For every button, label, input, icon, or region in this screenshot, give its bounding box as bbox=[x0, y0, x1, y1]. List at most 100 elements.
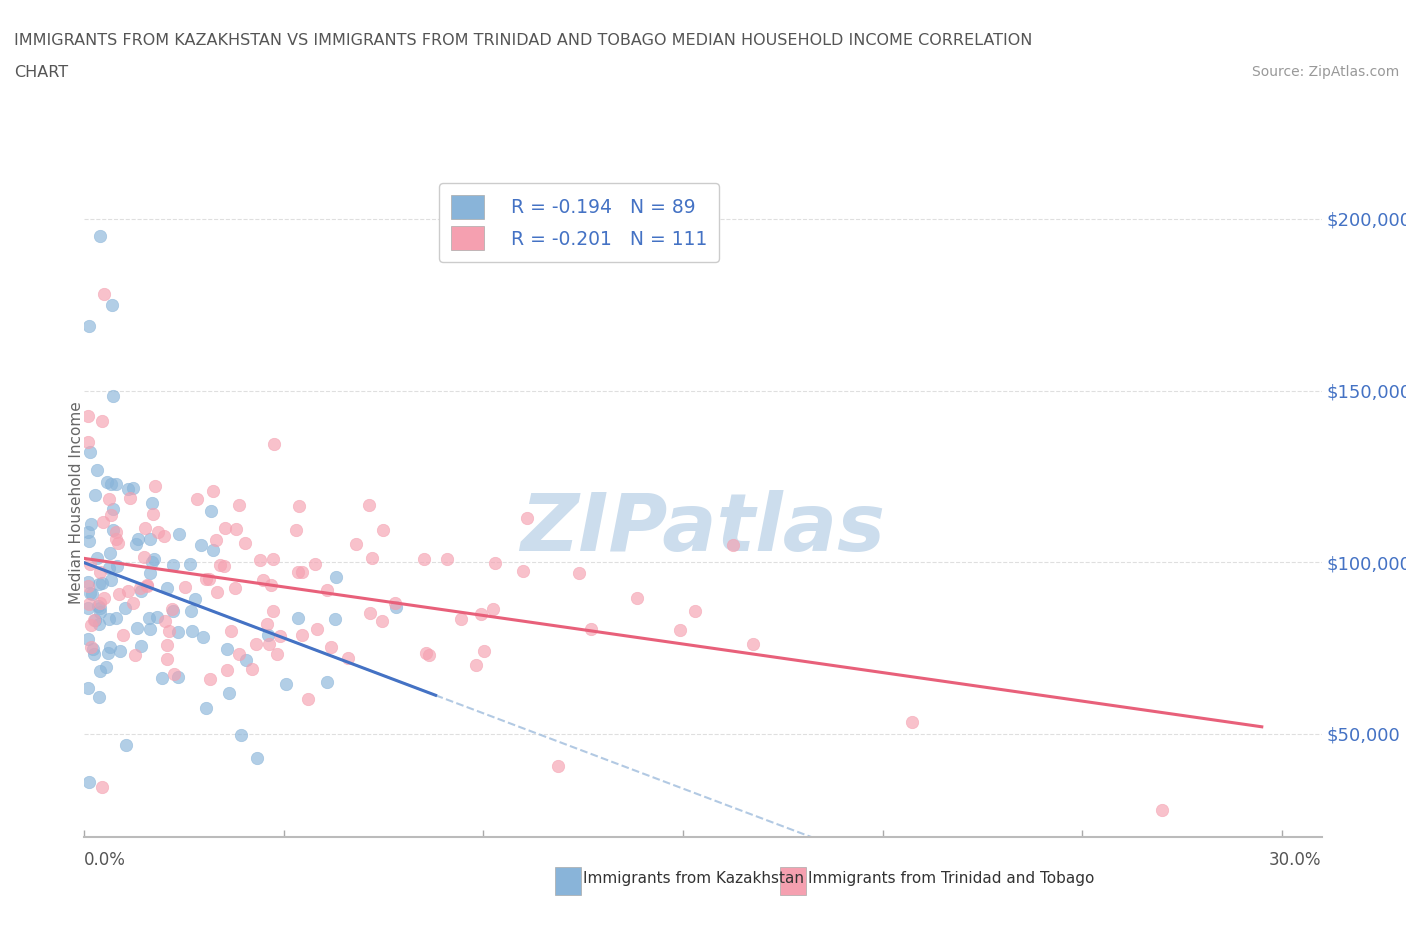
Point bbox=[287, 610, 309, 625]
Point bbox=[141, 496, 163, 511]
Point bbox=[325, 569, 347, 584]
Point bbox=[97, 491, 120, 506]
Point bbox=[107, 535, 129, 550]
Point bbox=[516, 511, 538, 525]
Point bbox=[146, 609, 169, 624]
Point bbox=[228, 498, 250, 512]
Point bbox=[103, 502, 125, 517]
Point bbox=[252, 572, 274, 587]
Point bbox=[160, 602, 183, 617]
Point bbox=[742, 637, 765, 652]
Point bbox=[79, 556, 101, 571]
Point bbox=[163, 666, 186, 681]
Point bbox=[125, 537, 148, 551]
Point bbox=[86, 463, 108, 478]
Point bbox=[100, 546, 122, 561]
Point bbox=[305, 621, 328, 636]
Point bbox=[77, 525, 100, 539]
Point bbox=[135, 578, 157, 592]
Point bbox=[371, 614, 394, 629]
Point bbox=[77, 434, 100, 449]
Point bbox=[167, 527, 190, 542]
Point bbox=[245, 637, 267, 652]
Point bbox=[83, 646, 105, 661]
Point bbox=[357, 498, 380, 512]
Point bbox=[129, 639, 152, 654]
Point bbox=[212, 558, 235, 573]
Point bbox=[1150, 802, 1173, 817]
Point bbox=[118, 491, 141, 506]
Point bbox=[371, 523, 394, 538]
Point bbox=[77, 681, 100, 696]
Point bbox=[240, 662, 263, 677]
Point bbox=[101, 389, 124, 404]
Point bbox=[77, 601, 100, 616]
Point bbox=[117, 482, 139, 497]
Point bbox=[105, 525, 128, 539]
Point bbox=[179, 557, 201, 572]
Point bbox=[167, 670, 190, 684]
Point bbox=[124, 648, 146, 663]
Point bbox=[218, 685, 240, 700]
Point bbox=[205, 584, 228, 599]
Point bbox=[86, 551, 108, 565]
Point bbox=[257, 636, 280, 651]
Point bbox=[100, 640, 122, 655]
Point bbox=[105, 611, 128, 626]
Point bbox=[626, 591, 648, 605]
Point bbox=[77, 534, 100, 549]
Point bbox=[225, 521, 247, 536]
Point bbox=[162, 558, 184, 573]
Point bbox=[228, 646, 250, 661]
Point bbox=[315, 582, 337, 597]
Text: Immigrants from Kazakhstan: Immigrants from Kazakhstan bbox=[583, 871, 804, 886]
Point bbox=[80, 516, 103, 531]
Point bbox=[98, 612, 121, 627]
Point bbox=[256, 617, 278, 631]
Point bbox=[173, 580, 195, 595]
Point bbox=[142, 507, 165, 522]
Point bbox=[481, 602, 503, 617]
Point bbox=[93, 591, 115, 605]
Point bbox=[668, 622, 690, 637]
Point bbox=[91, 780, 114, 795]
Point bbox=[384, 595, 406, 610]
Point bbox=[262, 551, 284, 566]
Point bbox=[291, 628, 314, 643]
Point bbox=[156, 652, 179, 667]
Point bbox=[162, 604, 184, 618]
Point bbox=[384, 600, 406, 615]
Point bbox=[129, 583, 152, 598]
Point bbox=[89, 664, 111, 679]
Point bbox=[138, 611, 160, 626]
Point bbox=[214, 521, 236, 536]
Point bbox=[450, 611, 472, 626]
Text: IMMIGRANTS FROM KAZAKHSTAN VS IMMIGRANTS FROM TRINIDAD AND TOBAGO MEDIAN HOUSEHO: IMMIGRANTS FROM KAZAKHSTAN VS IMMIGRANTS… bbox=[14, 33, 1032, 47]
Text: CHART: CHART bbox=[14, 65, 67, 80]
Point bbox=[472, 644, 495, 658]
Point bbox=[167, 625, 190, 640]
Point bbox=[80, 587, 103, 602]
Point bbox=[418, 648, 440, 663]
Point bbox=[246, 751, 269, 765]
Point bbox=[87, 617, 110, 631]
Point bbox=[274, 676, 297, 691]
Point bbox=[156, 580, 179, 595]
Point bbox=[153, 529, 176, 544]
Point bbox=[262, 604, 284, 618]
Point bbox=[465, 658, 488, 672]
Point bbox=[198, 671, 221, 686]
Point bbox=[90, 576, 112, 591]
Point bbox=[143, 478, 166, 493]
Point bbox=[101, 298, 124, 312]
Point bbox=[484, 555, 506, 570]
Point bbox=[134, 521, 156, 536]
Point bbox=[82, 642, 104, 657]
Point bbox=[361, 550, 384, 565]
Point bbox=[323, 612, 346, 627]
Point bbox=[87, 689, 110, 704]
Point bbox=[128, 580, 150, 595]
Point bbox=[77, 409, 100, 424]
Point bbox=[901, 714, 924, 729]
Point bbox=[108, 587, 131, 602]
